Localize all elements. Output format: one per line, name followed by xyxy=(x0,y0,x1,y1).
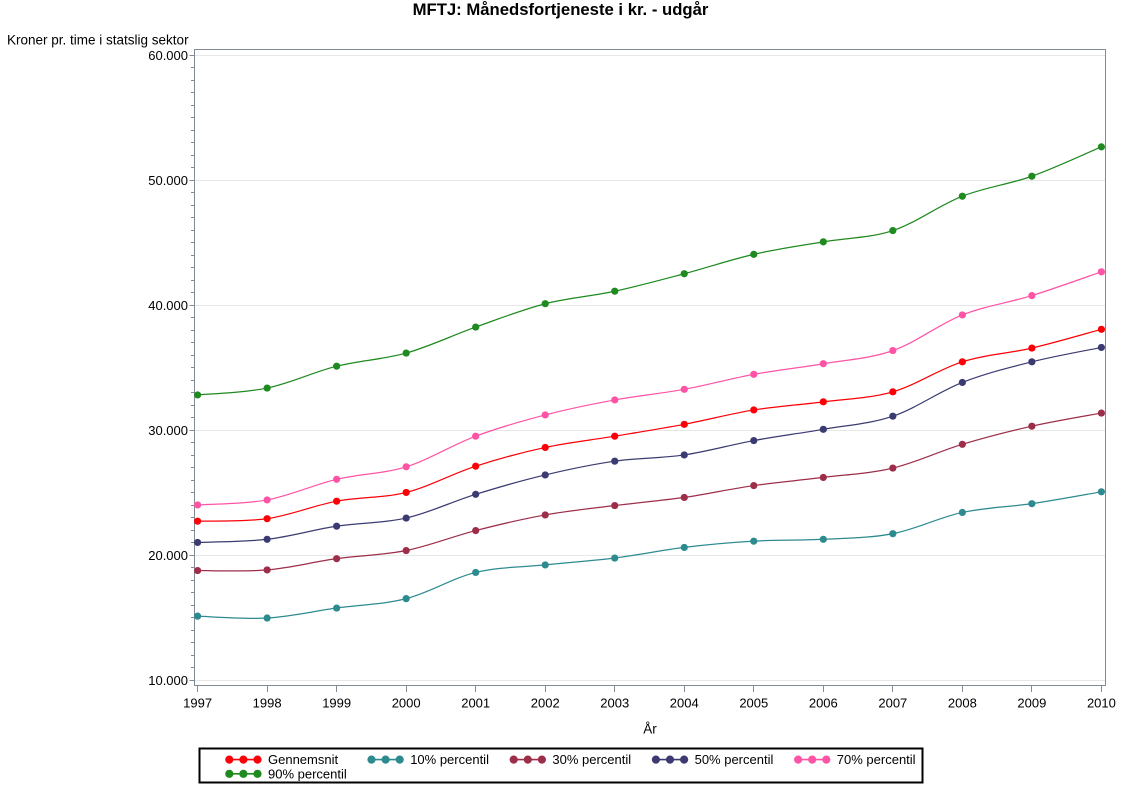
svg-text:2008: 2008 xyxy=(948,696,977,711)
svg-text:Kroner pr. time i statslig sek: Kroner pr. time i statslig sektor xyxy=(7,33,189,48)
svg-text:30% percentil: 30% percentil xyxy=(552,752,631,767)
svg-text:70% percentil: 70% percentil xyxy=(837,752,916,767)
svg-text:Gennemsnit: Gennemsnit xyxy=(268,752,338,767)
svg-text:2004: 2004 xyxy=(670,696,699,711)
svg-text:2006: 2006 xyxy=(809,696,838,711)
svg-text:2010: 2010 xyxy=(1087,696,1116,711)
svg-text:1997: 1997 xyxy=(183,696,212,711)
svg-text:50.000: 50.000 xyxy=(148,173,188,188)
svg-text:1998: 1998 xyxy=(253,696,282,711)
svg-text:30.000: 30.000 xyxy=(148,423,188,438)
svg-text:60.000: 60.000 xyxy=(148,48,188,63)
svg-text:2003: 2003 xyxy=(600,696,629,711)
svg-text:2002: 2002 xyxy=(531,696,560,711)
svg-text:90% percentil: 90% percentil xyxy=(268,766,347,781)
svg-text:20.000: 20.000 xyxy=(148,548,188,563)
svg-text:2000: 2000 xyxy=(392,696,421,711)
svg-text:50% percentil: 50% percentil xyxy=(695,752,774,767)
svg-text:1999: 1999 xyxy=(322,696,351,711)
svg-text:År: År xyxy=(643,722,657,737)
svg-text:2007: 2007 xyxy=(878,696,907,711)
svg-text:10.000: 10.000 xyxy=(148,673,188,688)
svg-text:2005: 2005 xyxy=(739,696,768,711)
svg-text:40.000: 40.000 xyxy=(148,298,188,313)
svg-text:2009: 2009 xyxy=(1017,696,1046,711)
svg-text:MFTJ: Månedsfortjeneste i kr.: MFTJ: Månedsfortjeneste i kr. - udgår xyxy=(413,0,709,19)
svg-text:10% percentil: 10% percentil xyxy=(410,752,489,767)
svg-text:2001: 2001 xyxy=(461,696,490,711)
